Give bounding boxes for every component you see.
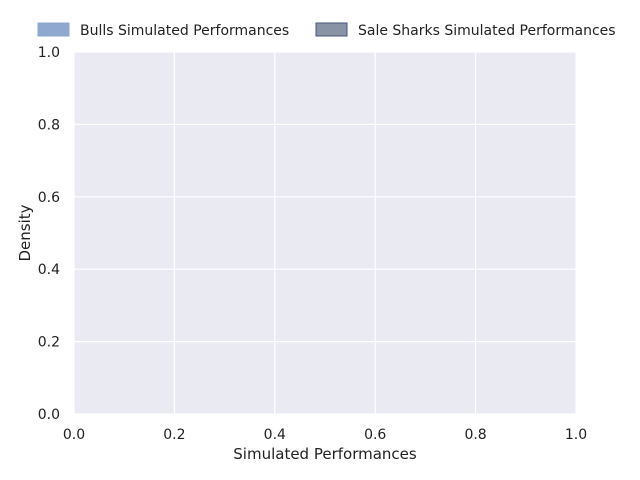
- plot-area: [74, 52, 576, 414]
- x-tick-label: 0.0: [63, 427, 85, 443]
- x-tick-label: 0.2: [163, 427, 185, 443]
- y-tick-label: 0.0: [38, 407, 60, 423]
- legend-swatch-bulls: [37, 22, 70, 37]
- y-tick-label: 1.0: [38, 45, 60, 61]
- y-axis-ticks: 0.0 0.2 0.4 0.6 0.8 1.0: [38, 45, 60, 423]
- x-tick-label: 1.0: [565, 427, 587, 443]
- x-axis-ticks: 0.0 0.2 0.4 0.6 0.8 1.0: [63, 427, 587, 443]
- y-tick-label: 0.4: [38, 262, 60, 278]
- x-tick-label: 0.8: [464, 427, 486, 443]
- legend-item-sale-sharks: Sale Sharks Simulated Performances: [315, 22, 616, 39]
- y-axis-label: Density: [16, 204, 34, 261]
- x-tick-label: 0.4: [264, 427, 286, 443]
- y-tick-label: 0.8: [38, 117, 60, 133]
- legend: Bulls Simulated Performances Sale Sharks…: [37, 22, 616, 39]
- legend-item-bulls: Bulls Simulated Performances: [37, 22, 289, 39]
- legend-label-bulls: Bulls Simulated Performances: [80, 23, 289, 39]
- y-tick-label: 0.6: [38, 190, 60, 206]
- x-axis-label: Simulated Performances: [233, 445, 417, 463]
- x-tick-label: 0.6: [364, 427, 386, 443]
- grid-lines: [73, 51, 577, 415]
- legend-label-sale-sharks: Sale Sharks Simulated Performances: [358, 23, 616, 39]
- legend-swatch-sale-sharks: [315, 22, 348, 37]
- y-tick-label: 0.2: [38, 335, 60, 351]
